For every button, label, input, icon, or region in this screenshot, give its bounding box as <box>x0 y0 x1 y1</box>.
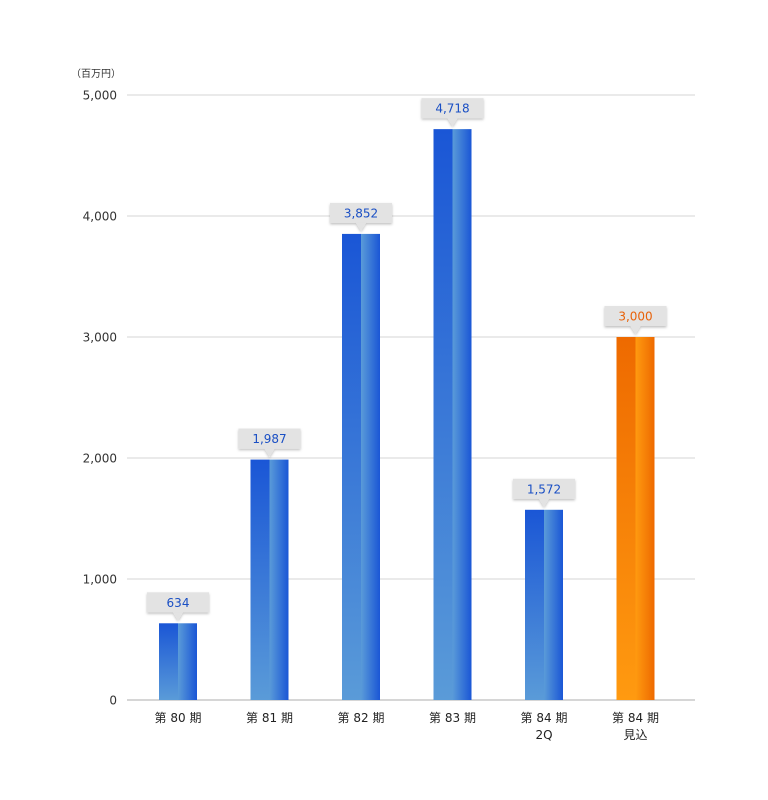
value-callout <box>604 306 667 334</box>
bar-right-half <box>544 509 563 700</box>
value-callout-pointer <box>630 326 641 334</box>
x-category-label: 見込 <box>623 728 647 742</box>
bar[interactable] <box>250 459 289 700</box>
value-callout <box>513 478 575 507</box>
bar-left-half <box>250 459 270 700</box>
value-callout-pointer <box>264 448 275 457</box>
x-category-label: 第 84 期 <box>521 711 568 725</box>
value-callout-box <box>513 478 575 499</box>
bar-right-half <box>635 337 655 700</box>
value-label: 3,000 <box>618 310 652 324</box>
value-label: 1,572 <box>527 482 561 496</box>
value-callout-pointer <box>539 498 549 507</box>
bar[interactable] <box>342 233 380 700</box>
value-callout-pointer <box>356 222 366 231</box>
value-label: 3,852 <box>344 206 378 220</box>
value-callout-box <box>147 592 209 613</box>
y-tick-label: 5,000 <box>83 89 117 103</box>
value-callout-box <box>330 202 392 223</box>
value-callout-box <box>238 428 301 449</box>
y-tick-label: 4,000 <box>83 210 117 224</box>
x-category-label: 第 83 期 <box>429 711 476 725</box>
y-unit-label: （百万円） <box>71 68 121 80</box>
value-label: 4,718 <box>435 102 469 116</box>
bar-left-half <box>525 509 544 700</box>
value-callout <box>147 592 209 621</box>
bar-left-half <box>342 233 361 700</box>
bar-right-half <box>452 129 472 700</box>
x-category-label: 第 80 期 <box>155 711 202 725</box>
value-callout <box>421 98 484 127</box>
value-label: 1,987 <box>252 432 286 446</box>
value-callout-box <box>421 98 484 119</box>
y-tick-label: 3,000 <box>83 331 117 345</box>
value-callout-pointer <box>447 118 458 127</box>
value-callout <box>330 202 392 231</box>
bar-right-half <box>269 459 289 700</box>
y-tick-label: 1,000 <box>83 573 117 587</box>
bar-left-half <box>616 337 636 700</box>
bar[interactable] <box>525 509 563 700</box>
value-label: 634 <box>167 596 190 610</box>
value-callout-pointer <box>173 612 183 621</box>
y-tick-label: 0 <box>109 694 117 708</box>
bar[interactable] <box>159 623 197 700</box>
bar[interactable] <box>433 129 472 700</box>
bar-right-half <box>361 233 380 700</box>
bar-right-half <box>178 623 197 700</box>
x-category-label: 第 84 期 <box>612 711 659 725</box>
bar-left-half <box>159 623 178 700</box>
bar[interactable] <box>616 337 655 700</box>
y-tick-label: 2,000 <box>83 452 117 466</box>
bar-left-half <box>433 129 453 700</box>
x-category-label: 第 82 期 <box>338 711 385 725</box>
value-callout <box>238 428 301 457</box>
x-category-label: 2Q <box>535 728 552 742</box>
value-callout-box <box>604 306 667 326</box>
x-category-label: 第 81 期 <box>246 711 293 725</box>
